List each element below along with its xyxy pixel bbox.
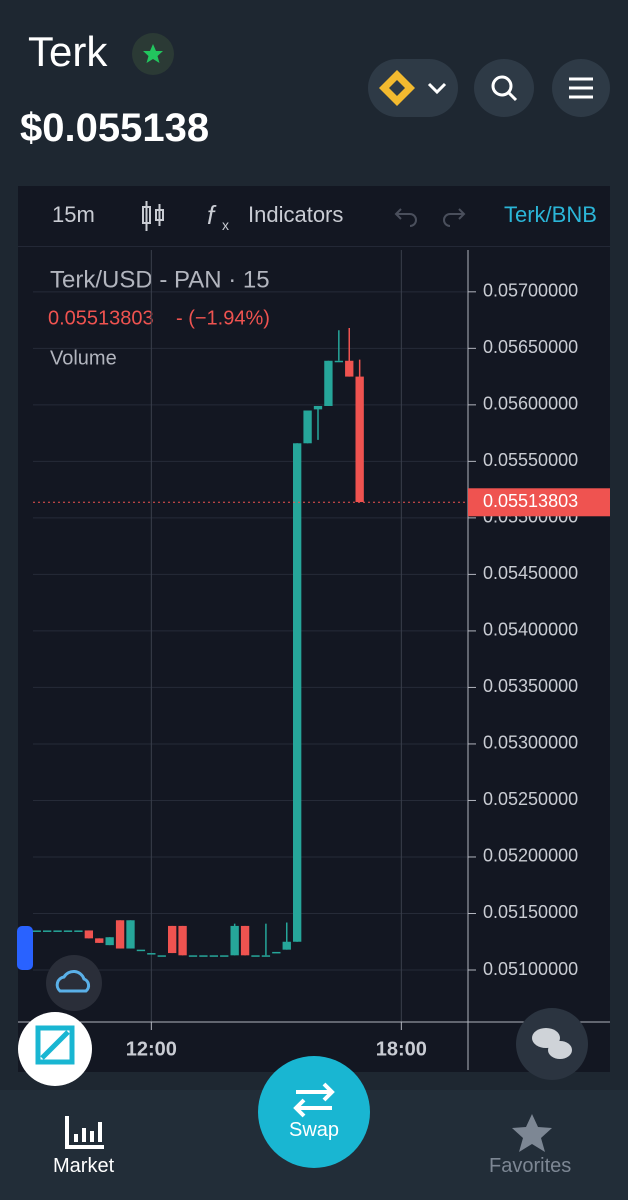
y-tick-label: 0.05650000 xyxy=(483,337,578,357)
candle-body xyxy=(334,360,343,363)
candle-type-icon[interactable] xyxy=(138,198,168,234)
menu-button[interactable] xyxy=(552,59,610,117)
candle-body xyxy=(345,360,354,377)
y-tick-label: 0.05400000 xyxy=(483,620,578,640)
candle-body xyxy=(251,955,260,957)
candle-body xyxy=(324,360,333,406)
last-price-label: 0.05513803 xyxy=(483,491,578,511)
y-tick-label: 0.05600000 xyxy=(483,394,578,414)
y-tick-label: 0.05200000 xyxy=(483,846,578,866)
svg-text:x: x xyxy=(222,217,229,233)
y-tick-label: 0.05100000 xyxy=(483,959,578,979)
candle-body xyxy=(63,930,73,932)
cloud-icon xyxy=(55,970,91,993)
candle-body xyxy=(355,376,364,503)
academy-icon xyxy=(35,1025,75,1065)
candle-body xyxy=(168,925,177,954)
candle-body xyxy=(105,937,114,946)
undo-redo[interactable] xyxy=(388,200,468,230)
candle-body xyxy=(178,925,187,956)
market-icon[interactable] xyxy=(64,1114,106,1150)
price-chart: Terk/USD - PAN · 15 0.05513803 - (−1.94%… xyxy=(18,250,610,1070)
candle-body xyxy=(261,955,271,957)
star-icon xyxy=(143,44,163,63)
candle-body xyxy=(230,925,239,956)
candle-body xyxy=(272,951,281,954)
candle-body xyxy=(84,930,93,939)
side-toggle[interactable] xyxy=(17,926,33,970)
search-button[interactable] xyxy=(474,59,534,117)
network-select[interactable] xyxy=(368,59,458,117)
y-tick-label: 0.05300000 xyxy=(483,733,578,753)
candle-body xyxy=(240,925,250,956)
toolbar-divider xyxy=(18,246,610,247)
candle-body xyxy=(209,955,218,957)
candle-body xyxy=(303,410,312,444)
indicators-button[interactable]: Indicators xyxy=(248,202,344,227)
x-tick-label: 12:00 xyxy=(126,1038,177,1060)
last-price-tag xyxy=(468,488,610,517)
volume-label: Volume xyxy=(50,347,117,369)
candle-body xyxy=(157,955,166,957)
search-icon xyxy=(491,75,518,102)
academy-logo xyxy=(18,1012,92,1086)
candle-body xyxy=(74,930,83,932)
candle-body xyxy=(188,955,198,957)
swap-button[interactable] xyxy=(258,1056,370,1168)
market-tab[interactable]: Market xyxy=(53,1155,115,1177)
candle-body xyxy=(313,405,323,410)
chart-title: Terk/USD - PAN · 15 xyxy=(50,266,270,293)
candle-body xyxy=(282,941,291,950)
candle-body xyxy=(220,955,229,957)
y-tick-label: 0.05700000 xyxy=(483,281,578,301)
y-tick-label: 0.05550000 xyxy=(483,450,578,470)
y-tick-label: 0.05350000 xyxy=(483,676,578,696)
x-tick-label: 18:00 xyxy=(376,1038,427,1060)
change-text: - (−1.94%) xyxy=(176,307,270,329)
y-tick-label: 0.05450000 xyxy=(483,563,578,583)
tradingview-logo xyxy=(46,955,102,1011)
favorites-icon[interactable] xyxy=(510,1112,554,1154)
candle-body xyxy=(136,949,146,952)
y-tick-label: 0.05150000 xyxy=(483,902,578,922)
last-price-text: 0.05513803 xyxy=(48,307,154,329)
chat-button[interactable] xyxy=(516,1008,588,1080)
candle-body xyxy=(53,930,62,932)
y-tick-label: 0.05250000 xyxy=(483,789,578,809)
candle-body xyxy=(43,930,52,932)
favorites-tab[interactable]: Favorites xyxy=(489,1155,572,1177)
chat-icon xyxy=(532,1028,572,1059)
svg-text:f: f xyxy=(207,200,217,230)
candle-body xyxy=(115,920,125,949)
interval-button[interactable]: 15m xyxy=(52,202,95,227)
candle-body xyxy=(147,953,156,955)
candle-body xyxy=(293,443,302,942)
pair-button[interactable]: Terk/BNB xyxy=(504,202,597,227)
token-name: Terk xyxy=(28,28,108,75)
swap-label[interactable]: Swap xyxy=(288,1119,340,1141)
bnb-icon xyxy=(379,70,447,106)
candle-body xyxy=(32,930,41,932)
menu-icon xyxy=(569,77,593,99)
candle-body xyxy=(95,938,104,943)
candle-body xyxy=(199,955,208,957)
token-price: $0.055138 xyxy=(20,106,210,150)
favorite-badge[interactable] xyxy=(132,33,174,75)
swap-icon xyxy=(293,1082,335,1118)
candle-body xyxy=(126,920,135,949)
